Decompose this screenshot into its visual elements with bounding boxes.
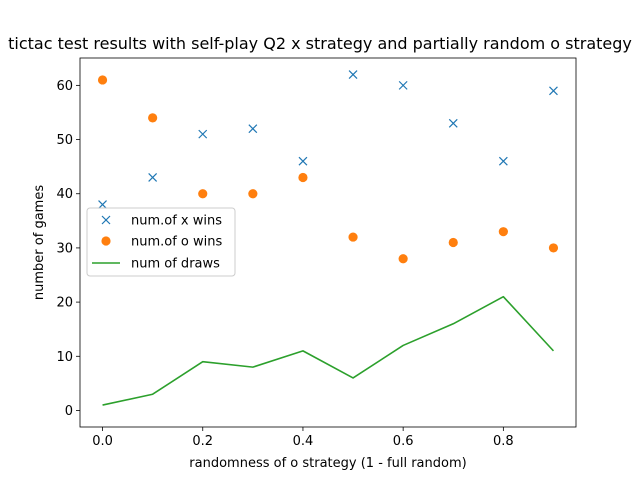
x-axis-label: randomness of o strategy (1 - full rando… [189,456,466,471]
point-o-wins [97,75,108,85]
x-tick-label: 0.4 [293,434,314,449]
legend-label: num.of o wins [131,235,223,250]
point-x-wins [498,156,508,166]
legend-box [86,207,236,277]
y-tick-label: 30 [56,241,73,256]
point-o-wins [198,189,208,199]
y-tick-label: 10 [56,350,73,365]
x-axis-ticks: 0.0 0.2 0.4 0.6 0.8 [92,427,514,449]
x-tick-label: 0.6 [393,434,414,449]
point-x-wins [248,124,258,134]
y-tick-label: 50 [56,133,73,148]
point-x-wins [549,86,558,96]
legend-label: num of draws [131,257,220,272]
point-o-wins [348,232,358,242]
point-x-wins [348,70,358,79]
point-o-wins [498,227,508,237]
series-line-draws [102,295,555,406]
legend-swatch-x-wins [101,215,111,225]
chart-title: tictac test results with self-play Q2 x … [8,34,632,53]
point-o-wins [448,237,458,248]
point-o-wins [148,113,158,123]
point-x-wins [98,200,107,209]
x-tick-label: 0.8 [493,434,514,449]
legend-label: num.of x wins [131,214,222,229]
point-o-wins [298,172,308,183]
point-x-wins [298,156,308,166]
y-axis-label: number of games [32,185,47,300]
plot-marks [97,70,559,406]
legend: num.of x wins num.of o wins num of draws [86,207,236,277]
legend-swatch-o-wins [101,236,111,246]
y-axis-ticks: 0 10 20 30 40 50 60 [56,79,80,419]
x-tick-label: 0.0 [92,434,113,449]
y-tick-label: 0 [65,404,73,419]
point-x-wins [398,80,408,90]
y-tick-label: 20 [56,296,73,311]
plot-frame [79,57,577,428]
y-tick-label: 60 [56,79,73,94]
point-o-wins [548,243,559,253]
y-tick-label: 40 [56,187,73,202]
point-o-wins [398,254,408,264]
point-x-wins [448,118,458,128]
point-o-wins [248,189,258,199]
x-tick-label: 0.2 [192,434,213,449]
point-x-wins [198,129,208,139]
point-x-wins [148,173,158,182]
